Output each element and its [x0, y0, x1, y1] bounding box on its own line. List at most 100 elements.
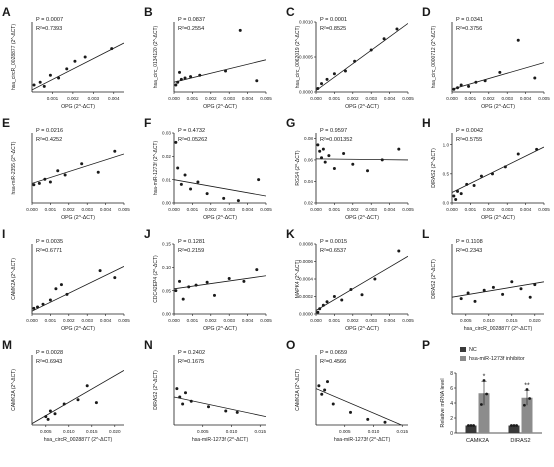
- data-point: [332, 167, 336, 171]
- data-point: [32, 83, 36, 87]
- panel-k: K P = 0.0015 R²=0.6537 0.000 0.001 0.002 0.003…: [286, 227, 414, 332]
- replicate-point: [482, 379, 486, 382]
- panel-letter: H: [422, 116, 431, 130]
- x-tick-label: 0.004: [100, 207, 112, 212]
- data-point: [498, 70, 502, 74]
- data-point: [176, 166, 180, 170]
- x-tick-label: 0.004: [520, 96, 532, 101]
- panel-n: N P = 0.2402 R²=0.1675 0.005 0.010 0.015 hsa-m…: [144, 338, 266, 443]
- data-point: [183, 76, 187, 80]
- panel-letter: E: [2, 116, 10, 130]
- data-point: [320, 392, 324, 396]
- x-tick-label: 0.000: [26, 318, 38, 323]
- significance-marker: **: [524, 382, 530, 389]
- data-point: [483, 79, 487, 83]
- x-tick-label: 0.001: [329, 318, 341, 323]
- y-tick-label: 0.0000: [299, 90, 313, 95]
- r-squared-label: R²=0.5755: [456, 137, 482, 143]
- data-point: [382, 37, 386, 41]
- x-tick-label: 0.015: [397, 429, 409, 434]
- data-point: [459, 83, 463, 87]
- data-point: [320, 82, 324, 86]
- data-point: [528, 295, 532, 299]
- data-point: [397, 249, 401, 253]
- data-point: [465, 182, 469, 186]
- legend-swatch: [460, 347, 466, 352]
- data-point: [194, 283, 198, 287]
- x-tick-label: 0.005: [538, 207, 550, 212]
- data-point: [76, 398, 80, 402]
- data-point: [41, 302, 45, 306]
- panel-letter: I: [2, 227, 5, 241]
- r-squared-label: R²=0.2554: [178, 26, 204, 32]
- legend-label: NC: [469, 347, 477, 353]
- x-tick-label: 0.000: [168, 207, 180, 212]
- data-point: [80, 162, 84, 166]
- x-axis-label: hsa-miR-1273f (2^-ΔCT): [192, 437, 249, 443]
- data-point: [397, 147, 401, 151]
- x-axis-label: OPG (2^-ΔCT): [481, 104, 515, 110]
- x-tick-label: 0.001: [45, 207, 57, 212]
- data-point: [198, 73, 202, 77]
- data-point: [44, 415, 48, 419]
- replicate-point: [528, 397, 531, 400]
- x-tick-label: 0.002: [483, 207, 495, 212]
- data-point: [181, 297, 185, 301]
- panel-letter: J: [144, 227, 151, 241]
- panel-letter: D: [422, 5, 431, 19]
- panel-letter: B: [144, 5, 153, 19]
- data-point: [113, 276, 117, 280]
- x-tick-label: 0.005: [260, 207, 272, 212]
- x-tick-label: 0.000: [310, 207, 322, 212]
- data-point: [474, 80, 478, 84]
- x-tick-label: 0.001: [187, 96, 199, 101]
- r-squared-label: R²=0.05262: [178, 137, 207, 143]
- x-axis-label: OPG (2^-ΔCT): [345, 104, 379, 110]
- x-tick-label: 0.010: [63, 429, 75, 434]
- regression-line: [452, 281, 544, 298]
- panel-m: M P = 0.0028 R²=0.6943 0.005 0.010 0.015 0.020…: [2, 338, 124, 443]
- replicate-point: [485, 392, 488, 396]
- data-point: [65, 292, 69, 296]
- data-point: [459, 192, 463, 196]
- x-tick-label: 0.000: [446, 207, 458, 212]
- r-squared-label: R²=0.3756: [456, 26, 482, 32]
- replicate-point: [523, 403, 526, 407]
- y-tick-label: 0.0000: [299, 312, 313, 317]
- y-tick-label: 0.04: [304, 179, 313, 184]
- r-squared-label: R²=0.8525: [320, 26, 346, 32]
- y-tick-label: 0.01: [162, 177, 171, 182]
- x-tick-label: 0.015: [506, 318, 518, 323]
- x-tick-label: 0.003: [501, 207, 513, 212]
- x-tick-label: 0.001: [329, 207, 341, 212]
- panel-d: D P = 0.0341 R²=0.3756 0.000 0.001 0.002 0.003…: [422, 5, 550, 110]
- data-point: [189, 75, 193, 79]
- y-axis-label: hsa_circR_0028877 (2^-ΔCT): [11, 24, 17, 90]
- data-point: [48, 409, 52, 413]
- data-point: [73, 59, 77, 63]
- data-point: [373, 277, 377, 281]
- y-tick-label: 0.05: [162, 288, 171, 293]
- r-squared-label: R²=0.7393: [36, 26, 62, 32]
- y-tick-label: 0.0005: [299, 55, 313, 60]
- data-point: [54, 287, 58, 291]
- y-tick-label: 0: [450, 431, 453, 437]
- panel-letter: K: [286, 227, 295, 241]
- data-point: [353, 59, 357, 63]
- regression-line: [174, 179, 266, 197]
- x-tick-label: 0.020: [109, 429, 121, 434]
- x-tick-label: 0.002: [483, 96, 495, 101]
- y-tick-label: 0.00: [162, 312, 171, 317]
- data-point: [321, 303, 325, 307]
- r-squared-label: R²=0.6771: [36, 248, 62, 254]
- data-point: [516, 152, 520, 156]
- x-tick-label: 0.003: [365, 207, 377, 212]
- data-point: [56, 169, 60, 173]
- data-point: [189, 187, 193, 191]
- y-tick-label: 0.0008: [299, 242, 313, 247]
- panel-i: I P = 0.0035 R²=0.6771 0.000 0.001 0.002 0.003…: [2, 227, 130, 332]
- y-tick-label: 0.08: [304, 136, 313, 141]
- x-tick-label: 0.003: [223, 96, 235, 101]
- y-axis-label: DIRAS2 (2^-ΔCT): [431, 148, 437, 188]
- x-tick-label: 0.003: [365, 96, 377, 101]
